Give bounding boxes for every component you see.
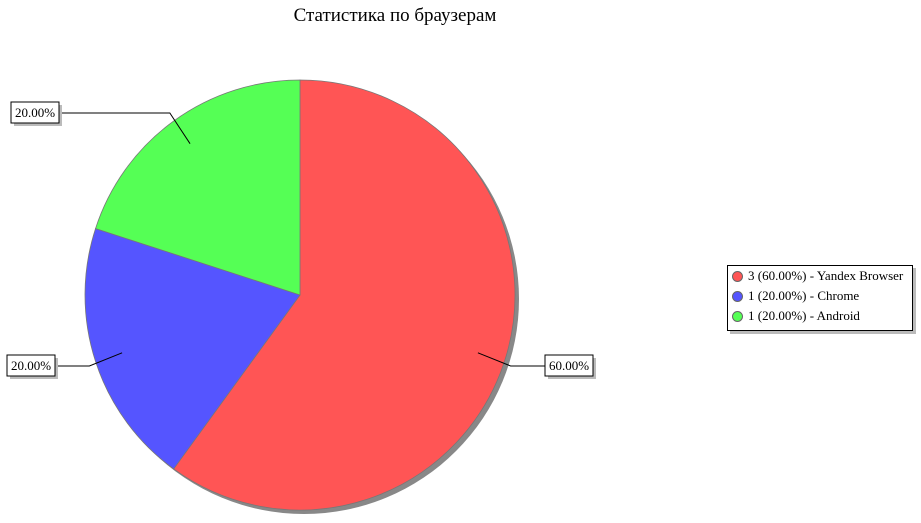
legend-swatch xyxy=(732,310,743,322)
legend-item: 1 (20.00%) - Chrome xyxy=(728,286,912,306)
legend-swatch xyxy=(732,290,743,302)
label-leader-line xyxy=(58,112,191,144)
data-label: 20.00% xyxy=(11,358,51,373)
legend-swatch xyxy=(732,270,743,282)
legend-label: 1 (20.00%) - Android xyxy=(748,308,860,323)
legend-label: 3 (60.00%) - Yandex Browser xyxy=(748,268,904,283)
legend: 3 (60.00%) - Yandex Browser 1 (20.00%) -… xyxy=(727,265,913,331)
legend-item: 3 (60.00%) - Yandex Browser xyxy=(728,266,912,286)
data-label: 20.00% xyxy=(15,105,55,120)
data-label-box xyxy=(6,354,56,377)
label-leader-line xyxy=(55,352,123,367)
data-label: 60.00% xyxy=(549,358,589,373)
pie-slice-android xyxy=(95,79,301,296)
data-label-box xyxy=(544,354,594,377)
data-label-box xyxy=(10,101,60,124)
chart-title: Статистика по браузерам xyxy=(293,5,497,26)
pie-slice-chrome xyxy=(84,228,301,470)
legend-label: 1 (20.00%) - Chrome xyxy=(748,288,860,303)
legend-item: 1 (20.00%) - Android xyxy=(728,306,912,326)
pie-slice-yandex-browser xyxy=(173,79,516,511)
label-leader-line xyxy=(477,352,545,367)
